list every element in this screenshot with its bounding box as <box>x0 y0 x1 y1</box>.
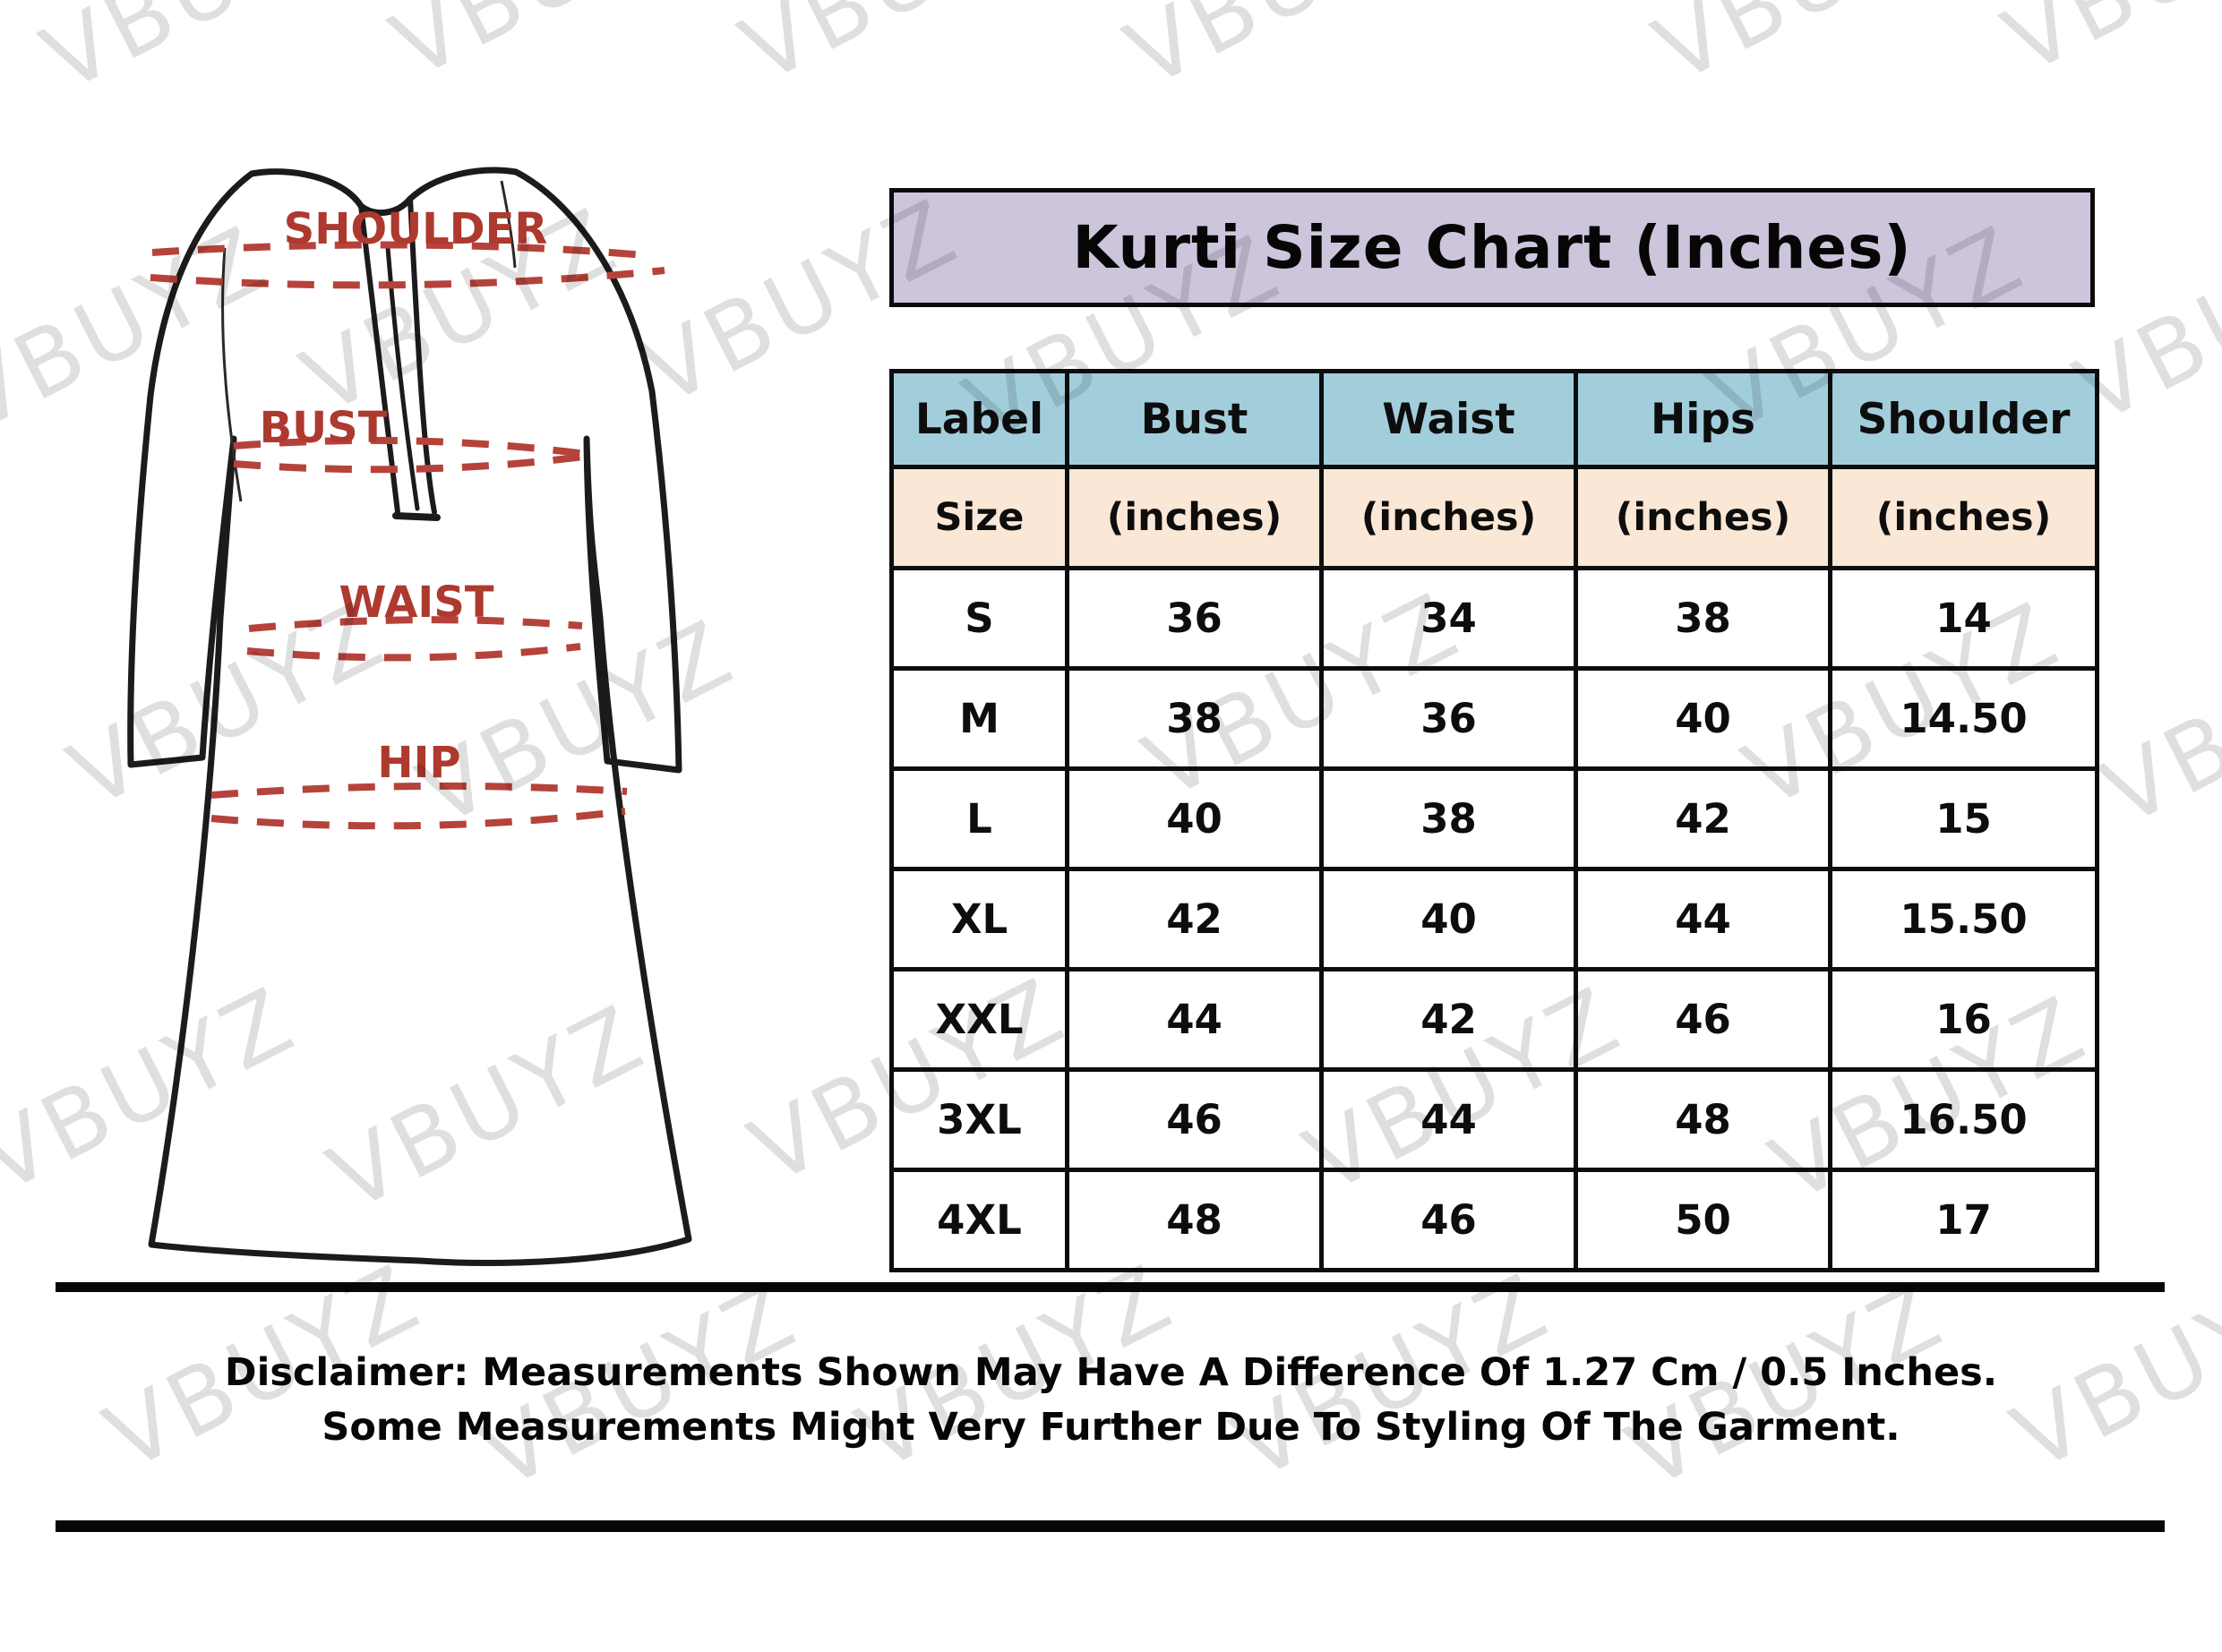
size-table: Label Bust Waist Hips Shoulder Size (inc… <box>889 369 2099 1272</box>
waist-dash-line <box>246 643 581 662</box>
cell-size: XXL <box>889 967 1069 1072</box>
cell-bust: 42 <box>1065 867 1324 972</box>
cell-hips: 50 <box>1574 1168 1832 1272</box>
subheader-inches: (inches) <box>1319 465 1578 570</box>
hip-label: HIP <box>377 738 460 788</box>
cell-bust: 36 <box>1065 566 1324 671</box>
col-header-hips: Hips <box>1574 369 1832 469</box>
disclaimer-line-1: Disclaimer: Measurements Shown May Have … <box>224 1350 1998 1395</box>
cell-waist: 44 <box>1319 1067 1578 1172</box>
cell-waist: 38 <box>1319 766 1578 871</box>
waist-label: WAIST <box>339 578 493 628</box>
cell-bust: 38 <box>1065 666 1324 771</box>
subheader-inches: (inches) <box>1574 465 1832 570</box>
cell-waist: 34 <box>1319 566 1578 671</box>
cell-size: M <box>889 666 1069 771</box>
hip-dash-line <box>210 808 626 830</box>
cell-bust: 40 <box>1065 766 1324 871</box>
shoulder-dash-line <box>150 267 665 289</box>
cell-bust: 46 <box>1065 1067 1324 1172</box>
cell-bust: 44 <box>1065 967 1324 1072</box>
cell-size: S <box>889 566 1069 671</box>
disclaimer-line-2: Some Measurements Might Very Further Due… <box>322 1405 1900 1450</box>
shoulder-dash-line <box>151 241 655 260</box>
table-row: XXL 44 42 46 16 <box>889 967 2099 1072</box>
divider-line-bottom <box>56 1520 2165 1532</box>
subheader-size: Size <box>889 465 1069 570</box>
cell-size: XL <box>889 867 1069 972</box>
cell-hips: 40 <box>1574 666 1832 771</box>
chart-title-box: Kurti Size Chart (Inches) <box>889 188 2095 307</box>
watermark-text: VBUYZ <box>27 0 376 113</box>
subheader-inches: (inches) <box>1065 465 1324 570</box>
garment-outline <box>127 167 692 1266</box>
table-row: XL 42 40 44 15.50 <box>889 867 2099 972</box>
neckline-slit <box>358 196 441 521</box>
cell-shoulder: 16 <box>1828 967 2099 1072</box>
cell-hips: 46 <box>1574 967 1832 1072</box>
col-header-shoulder: Shoulder <box>1828 369 2099 469</box>
cell-size: 3XL <box>889 1067 1069 1172</box>
watermark-text: VBUYZ <box>1639 0 1988 104</box>
kurti-line-drawing: SHOULDER BUST WAIST HIP <box>127 167 692 1266</box>
cell-waist: 36 <box>1319 666 1578 771</box>
table-header-row: Label Bust Waist Hips Shoulder <box>889 369 2099 469</box>
divider-line-top <box>56 1282 2165 1292</box>
watermark-text: VBUYZ <box>725 0 1075 104</box>
col-header-label: Label <box>889 369 1069 469</box>
table-row: L 40 38 42 15 <box>889 766 2099 871</box>
chart-title: Kurti Size Chart (Inches) <box>1072 213 1912 282</box>
table-row: 4XL 48 46 50 17 <box>889 1168 2099 1272</box>
table-subheader-row: Size (inches) (inches) (inches) (inches) <box>889 465 2099 570</box>
watermark-text: VBUYZ <box>1111 0 1460 108</box>
watermark-text: VBUYZ <box>2087 599 2222 848</box>
shoulder-seam-lines <box>221 180 517 502</box>
cell-waist: 42 <box>1319 967 1578 1072</box>
cell-hips: 48 <box>1574 1067 1832 1172</box>
col-header-bust: Bust <box>1065 369 1324 469</box>
cell-shoulder: 15 <box>1828 766 2099 871</box>
table-row: 3XL 46 44 48 16.50 <box>889 1067 2099 1172</box>
bust-dash-line <box>233 436 593 458</box>
col-header-waist: Waist <box>1319 369 1578 469</box>
cell-hips: 38 <box>1574 566 1832 671</box>
disclaimer: Disclaimer: Measurements Shown May Have … <box>0 1346 2222 1455</box>
cell-size: L <box>889 766 1069 871</box>
cell-shoulder: 16.50 <box>1828 1067 2099 1172</box>
waist-dash-line <box>248 616 583 632</box>
table-row: M 38 36 40 14.50 <box>889 666 2099 771</box>
watermark-text: VBUYZ <box>376 0 725 99</box>
measurement-dash-lines <box>150 241 665 830</box>
cell-size: 4XL <box>889 1168 1069 1272</box>
cell-shoulder: 17 <box>1828 1168 2099 1272</box>
bust-label: BUST <box>260 403 388 453</box>
cell-hips: 44 <box>1574 867 1832 972</box>
cell-waist: 46 <box>1319 1168 1578 1272</box>
bust-dash-line <box>233 452 591 474</box>
cell-hips: 42 <box>1574 766 1832 871</box>
watermark-text: VBUYZ <box>1988 0 2222 95</box>
cell-shoulder: 15.50 <box>1828 867 2099 972</box>
table-row: S 36 34 38 14 <box>889 566 2099 671</box>
shoulder-label: SHOULDER <box>284 204 548 254</box>
subheader-inches: (inches) <box>1828 465 2099 570</box>
cell-bust: 48 <box>1065 1168 1324 1272</box>
cell-waist: 40 <box>1319 867 1578 972</box>
cell-shoulder: 14.50 <box>1828 666 2099 771</box>
cell-shoulder: 14 <box>1828 566 2099 671</box>
hip-dash-line <box>210 782 628 799</box>
